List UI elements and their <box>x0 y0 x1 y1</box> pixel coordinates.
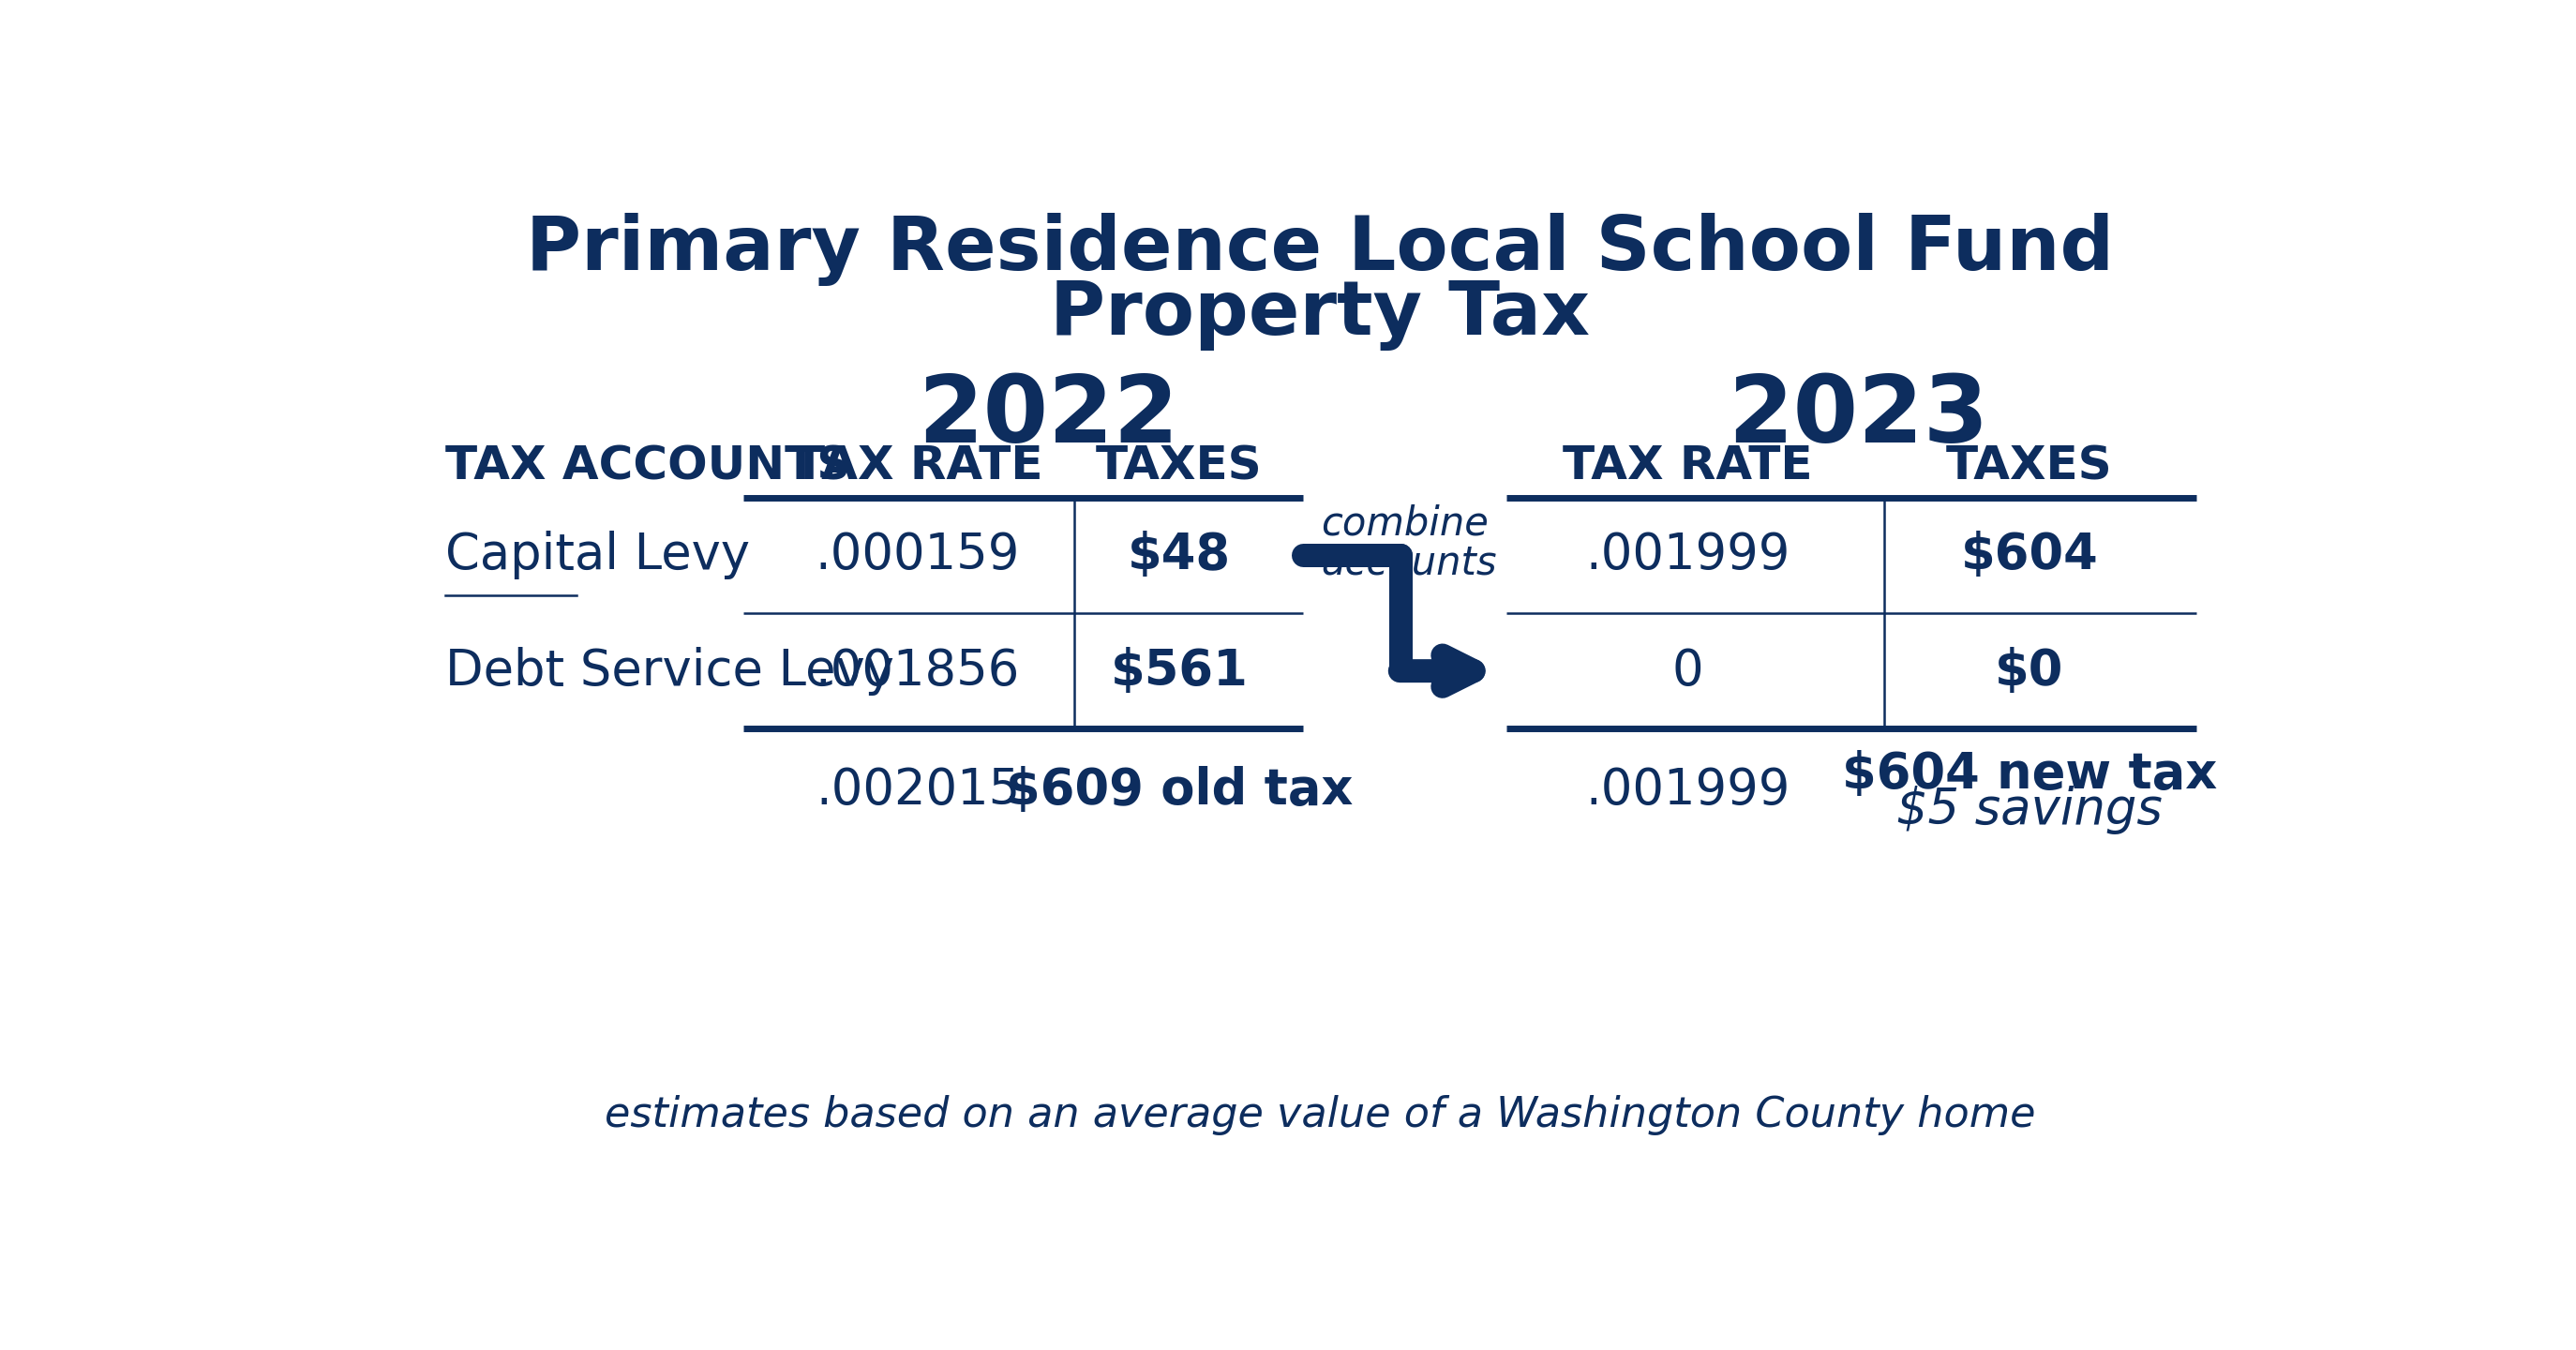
Text: Debt Service Levy: Debt Service Levy <box>446 647 894 695</box>
Text: estimates based on an average value of a Washington County home: estimates based on an average value of a… <box>605 1095 2035 1135</box>
Text: $609 old tax: $609 old tax <box>1005 765 1352 814</box>
Text: $48: $48 <box>1128 531 1231 579</box>
Text: combine: combine <box>1321 504 1489 543</box>
Text: $0: $0 <box>1994 647 2063 695</box>
Text: 2023: 2023 <box>1728 371 1989 462</box>
Text: Property Tax: Property Tax <box>1051 278 1589 351</box>
Text: Capital Levy: Capital Levy <box>446 531 750 579</box>
Text: .001999: .001999 <box>1584 765 1790 814</box>
Text: Primary Residence Local School Fund: Primary Residence Local School Fund <box>526 212 2115 286</box>
Text: TAX RATE: TAX RATE <box>1564 444 1814 489</box>
Text: TAX ACCOUNTS: TAX ACCOUNTS <box>446 444 850 489</box>
Text: TAXES: TAXES <box>1095 444 1262 489</box>
Text: TAXES: TAXES <box>1945 444 2112 489</box>
Text: accounts: accounts <box>1321 543 1497 582</box>
Text: .002015: .002015 <box>817 765 1020 814</box>
Text: .001999: .001999 <box>1584 531 1790 579</box>
Text: .001856: .001856 <box>817 647 1020 695</box>
Text: $604: $604 <box>1960 531 2097 579</box>
Text: $604 new tax: $604 new tax <box>1842 749 2218 798</box>
Text: $561: $561 <box>1110 647 1249 695</box>
Text: 0: 0 <box>1672 647 1703 695</box>
Text: $5 savings: $5 savings <box>1896 786 2161 834</box>
Text: TAX RATE: TAX RATE <box>793 444 1043 489</box>
Text: .000159: .000159 <box>817 531 1020 579</box>
Text: 2022: 2022 <box>917 371 1180 462</box>
